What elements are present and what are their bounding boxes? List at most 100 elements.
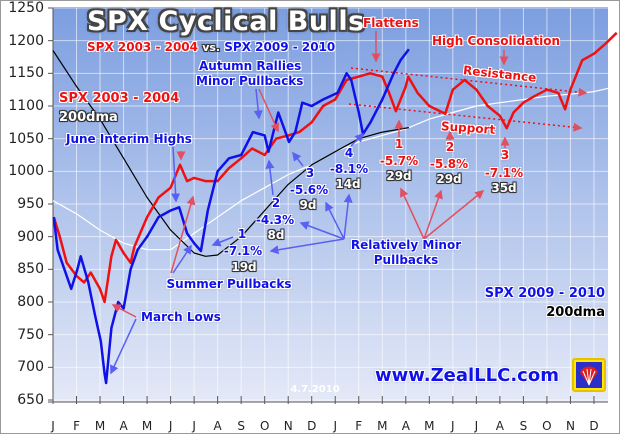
pb2004-2-pct: -5.8% — [429, 157, 469, 171]
summer-arrow-blue — [172, 244, 192, 274]
x-tick-label: S — [237, 419, 245, 433]
autumn-label-2: Minor Pullbacks — [196, 74, 304, 88]
y-tick-label: 650 — [17, 392, 44, 408]
x-tick-label: M — [377, 419, 388, 433]
series-lines — [52, 31, 618, 385]
x-tick-label: N — [565, 419, 575, 433]
minor-arrow-red-1 — [400, 187, 425, 240]
x-tick-label: A — [495, 419, 504, 433]
minor-arrow-4 — [343, 193, 353, 240]
pb2-arrow — [265, 159, 275, 196]
legend-2009: SPX 2009 - 2010 — [484, 286, 605, 301]
x-tick-label: N — [283, 419, 293, 433]
autumn-arrow-blue — [253, 88, 263, 120]
pb2009-3-pct: -5.6% — [289, 183, 329, 197]
logo-shell-icon — [576, 362, 602, 388]
x-tick-label: O — [259, 419, 270, 433]
resistance-line — [350, 67, 588, 97]
x-tick-label: D — [589, 419, 599, 433]
pb2004-2-num: 2 — [445, 140, 455, 154]
y-tick-label: 1050 — [8, 130, 44, 147]
x-tick-label: J — [333, 419, 338, 433]
y-tick-label: 800 — [17, 294, 44, 310]
x-tick-label: J — [474, 419, 479, 433]
relatively-minor-label-1: Relatively Minor — [350, 238, 462, 252]
pb2009-3-days: 9d — [299, 198, 317, 212]
pb1-arrow — [211, 236, 234, 247]
pb2004-1-pct: -5.7% — [379, 154, 419, 168]
x-tick-label: J — [451, 419, 455, 433]
x-tick-label: M — [141, 419, 153, 433]
pb2004-3-days: 35d — [491, 181, 517, 195]
annotation-arrows — [110, 31, 588, 375]
series-line-spx-2009-2010-200dma — [52, 50, 410, 257]
minor-arrow-red-3 — [423, 190, 485, 240]
subtitle: SPX 2003 - 2004 vs. SPX 2009 - 2010 — [87, 40, 335, 54]
series-line-spx-2003-2004 — [52, 31, 618, 304]
x-tick-label: S — [519, 419, 528, 433]
autumn-arrow-red — [258, 88, 280, 133]
relatively-minor-label-2: Pullbacks — [373, 253, 439, 267]
minor-arrow-2 — [299, 221, 345, 240]
y-tick-label: 1000 — [8, 163, 44, 180]
pb2009-4-num: 4 — [344, 146, 354, 160]
pb2009-3-num: 3 — [305, 166, 315, 180]
pb2004-3-pct: -7.1% — [484, 166, 524, 180]
subtitle-vs: vs. — [202, 41, 221, 54]
pb2009-2-pct: -4.3% — [255, 213, 295, 227]
pb2004-2-days: 29d — [436, 172, 462, 186]
x-tick-label: A — [401, 419, 410, 433]
x-tick-label: M — [424, 419, 435, 433]
support-line — [348, 103, 583, 132]
march-arrow-red — [111, 304, 137, 318]
minor-arrow-1 — [269, 238, 345, 255]
x-tick-label: A — [213, 419, 222, 433]
y-tick-label: 1100 — [8, 98, 44, 114]
x-tick-label: A — [119, 419, 128, 433]
x-tick-label: F — [355, 419, 363, 433]
x-tick-label: J — [168, 419, 173, 433]
y-tick-label: 700 — [17, 359, 44, 376]
high-consolidation-label: High Consolidation — [432, 34, 560, 48]
x-tick-label: O — [542, 419, 552, 433]
march-arrow-blue — [110, 318, 137, 375]
june-highs-label: June Interim Highs — [66, 132, 192, 146]
zeal-logo — [572, 358, 606, 392]
pb3-arrow — [292, 151, 304, 167]
y-tick-label: 950 — [17, 196, 44, 212]
y-tick-label: 1200 — [8, 32, 44, 49]
series-line-spx-2009-2010 — [52, 48, 410, 385]
pb2004-3-num: 3 — [500, 148, 510, 162]
x-tick-label: J — [51, 419, 55, 433]
minor-arrow-red-2 — [423, 189, 443, 240]
pb2009-1-pct: -7.1% — [223, 244, 263, 258]
pb2004-1-days: 29d — [386, 169, 412, 183]
y-tick-label: 1150 — [8, 65, 44, 82]
minor-arrow-3 — [325, 201, 345, 240]
x-tick-label: J — [192, 419, 196, 433]
legend-2003: SPX 2003 - 2004 — [59, 91, 180, 106]
pb2004-1-num: 1 — [394, 137, 404, 151]
summer-arrow-red — [170, 195, 196, 274]
pb2009-2-num: 2 — [271, 196, 281, 210]
subtitle-2009: SPX 2009 - 2010 — [224, 40, 336, 54]
march-lows-label: March Lows — [141, 310, 221, 324]
y-tick-label: 750 — [17, 326, 44, 343]
june-arrow-blue — [171, 145, 181, 203]
flattens-label: Flattens — [363, 16, 419, 30]
y-tick-label: 850 — [17, 261, 44, 278]
pb2009-2-days: 8d — [267, 228, 285, 242]
pb4-arrow — [350, 132, 365, 147]
subtitle-2003: SPX 2003 - 2004 — [87, 40, 198, 54]
date-label: 4.7.2010 — [290, 384, 340, 395]
pb2009-4-days: 14d — [335, 177, 361, 191]
y-tick-label: 1250 — [8, 0, 44, 16]
x-tick-label: F — [73, 419, 80, 433]
chart-title: SPX Cyclical Bulls — [87, 6, 365, 37]
x-tick-label: M — [94, 419, 106, 433]
summer-pullbacks-label: Summer Pullbacks — [166, 277, 292, 291]
pb2009-4-pct: -8.1% — [329, 162, 369, 176]
y-tick-label: 900 — [17, 228, 44, 245]
